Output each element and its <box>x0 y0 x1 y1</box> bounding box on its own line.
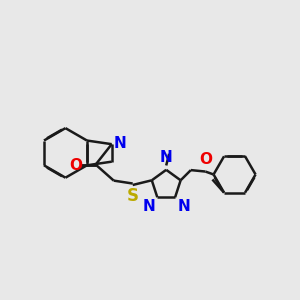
Text: O: O <box>70 158 83 173</box>
Text: N: N <box>113 136 126 151</box>
Text: N: N <box>160 151 172 166</box>
Text: N: N <box>178 199 191 214</box>
Text: O: O <box>199 152 212 166</box>
Text: N: N <box>143 199 156 214</box>
Text: S: S <box>127 187 139 205</box>
